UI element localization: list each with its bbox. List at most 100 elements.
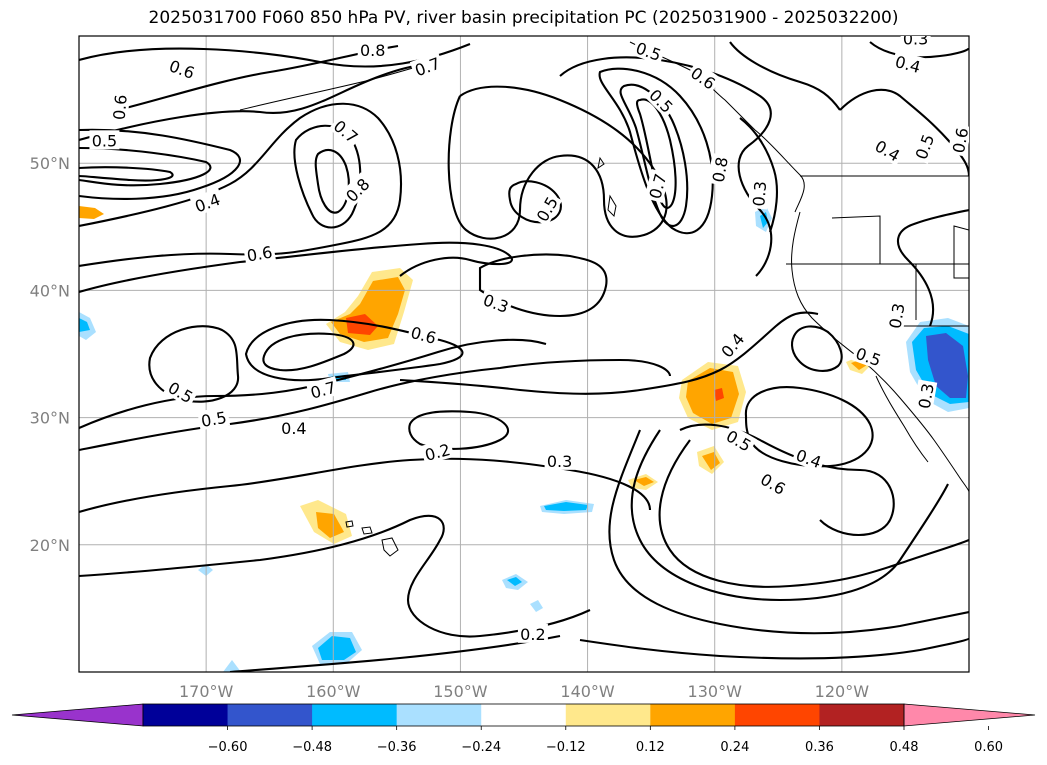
precip-blob-negative — [79, 318, 90, 332]
graticule — [79, 36, 969, 672]
colorbar-tick-label: −0.60 — [208, 740, 248, 755]
contour-label: 0.5 — [909, 129, 938, 164]
svg-text:0.3: 0.3 — [885, 302, 908, 330]
pv-contour — [897, 208, 969, 327]
coastline-north-america — [791, 211, 969, 493]
border-state — [831, 215, 881, 264]
pv-contour — [79, 128, 241, 200]
contour-label: 0.3 — [478, 288, 514, 317]
colorbar-tick-label: −0.36 — [377, 740, 417, 755]
precip-blob-negative — [544, 502, 588, 511]
pv-contour — [79, 457, 652, 514]
contour-label: 0.4 — [870, 134, 906, 166]
precip-blob-positive — [79, 206, 104, 219]
pv-contour — [79, 358, 672, 452]
pv-contour — [598, 67, 714, 235]
precip-blob-negative — [223, 660, 241, 672]
contour-label: 0.8 — [357, 39, 388, 60]
contour-label: 0.2 — [420, 438, 455, 465]
colorbar-bin — [819, 704, 905, 726]
svg-text:0.6: 0.6 — [949, 126, 972, 154]
contour-label: 0.5 — [197, 406, 231, 431]
precip-blob-positive — [346, 314, 378, 335]
colorbar-extend-min — [11, 703, 144, 727]
pv-contour — [790, 325, 843, 372]
contour-label: 0.2 — [517, 623, 548, 644]
precip-blob-negative — [198, 564, 213, 576]
map-frame — [78, 35, 970, 673]
lon-tick-label: 160°W — [306, 682, 361, 701]
hawaii-island — [381, 537, 399, 557]
colorbar-bin — [650, 704, 736, 726]
contour-label: 0.4 — [189, 188, 225, 216]
svg-text:0.6: 0.6 — [245, 242, 273, 265]
lat-tick-label: 50°N — [30, 154, 70, 173]
precip-blob-negative — [760, 212, 768, 228]
pv-contour — [229, 634, 561, 672]
lat-tick-label: 20°N — [30, 536, 70, 555]
svg-text:0.2: 0.2 — [423, 440, 453, 465]
svg-text:0.5: 0.5 — [645, 86, 676, 117]
map-title: 2025031700 F060 850 hPa PV, river basin … — [148, 8, 899, 28]
contour-labels: 0.60.80.70.5 0.30.40.60.5 0.70.60.50.80.7 0… — [89, 30, 972, 644]
pv-contour — [399, 311, 819, 395]
precip-blob-positive — [686, 368, 739, 424]
colorbar-tick-label: 0.24 — [720, 740, 749, 755]
precip-blob-negative — [318, 636, 356, 660]
pv-contour — [679, 423, 895, 537]
coastline-baja — [875, 375, 929, 463]
svg-text:0.5: 0.5 — [92, 131, 117, 150]
border-state — [953, 225, 969, 279]
colorbar-tick-label: −0.48 — [292, 740, 332, 755]
pv-contour — [635, 98, 677, 209]
hawaii-island — [361, 526, 373, 535]
svg-text:0.7: 0.7 — [330, 116, 362, 147]
colorbar-tick-label: 0.36 — [805, 740, 834, 755]
svg-text:0.6: 0.6 — [409, 323, 439, 348]
contour-label: 0.6 — [164, 54, 200, 83]
axis-ticks: 170°W 160°W 150°W 140°W 130°W 120°W 20°N 30°N 40… — [30, 154, 870, 701]
colorbar-bin — [734, 704, 820, 726]
svg-text:0.2: 0.2 — [520, 625, 545, 644]
coastline-alaska — [629, 41, 805, 213]
svg-text:0.8: 0.8 — [360, 41, 385, 60]
contour-label: 0.6 — [755, 467, 792, 500]
contour-label: 0.7 — [643, 169, 670, 203]
pv-contour — [79, 514, 591, 638]
contour-label: 0.3 — [913, 379, 938, 413]
precip-blob-positive — [714, 388, 724, 401]
svg-text:0.3: 0.3 — [749, 180, 770, 207]
colorbar-tick-label: 0.60 — [974, 740, 1003, 755]
svg-text:0.3: 0.3 — [903, 30, 928, 49]
pv-contour — [244, 318, 464, 382]
pv-contour — [839, 88, 969, 177]
contour-label: 0.3 — [544, 450, 575, 471]
island — [607, 194, 617, 218]
colorbar-bin — [312, 704, 398, 726]
contour-label: 0.7 — [409, 52, 445, 80]
contour-label: 0.6 — [108, 91, 131, 123]
pv-contour — [109, 44, 399, 114]
svg-text:0.4: 0.4 — [893, 52, 923, 77]
pv-contour — [739, 117, 779, 233]
pv-contour — [79, 102, 403, 268]
colorbar-bin — [227, 704, 313, 726]
svg-text:0.3: 0.3 — [547, 452, 572, 471]
pv-contour — [630, 429, 949, 602]
pv-contour — [262, 332, 355, 372]
contour-label: 0.6 — [947, 123, 972, 157]
colorbar-tick-label: 0.48 — [890, 740, 919, 755]
contour-label: 0.3 — [884, 299, 909, 333]
svg-text:0.4: 0.4 — [717, 330, 748, 362]
pv-contour — [478, 253, 608, 318]
svg-text:0.5: 0.5 — [200, 408, 228, 431]
precip-blob-positive — [316, 512, 344, 538]
contour-label: 0.4 — [891, 50, 926, 77]
lon-tick-label: 170°W — [179, 682, 234, 701]
precip-blob-negative — [530, 600, 543, 612]
colorbar-bin — [565, 704, 651, 726]
pv-contour — [408, 410, 509, 450]
lat-tick-label: 40°N — [30, 281, 70, 300]
pv-contour — [579, 636, 969, 660]
